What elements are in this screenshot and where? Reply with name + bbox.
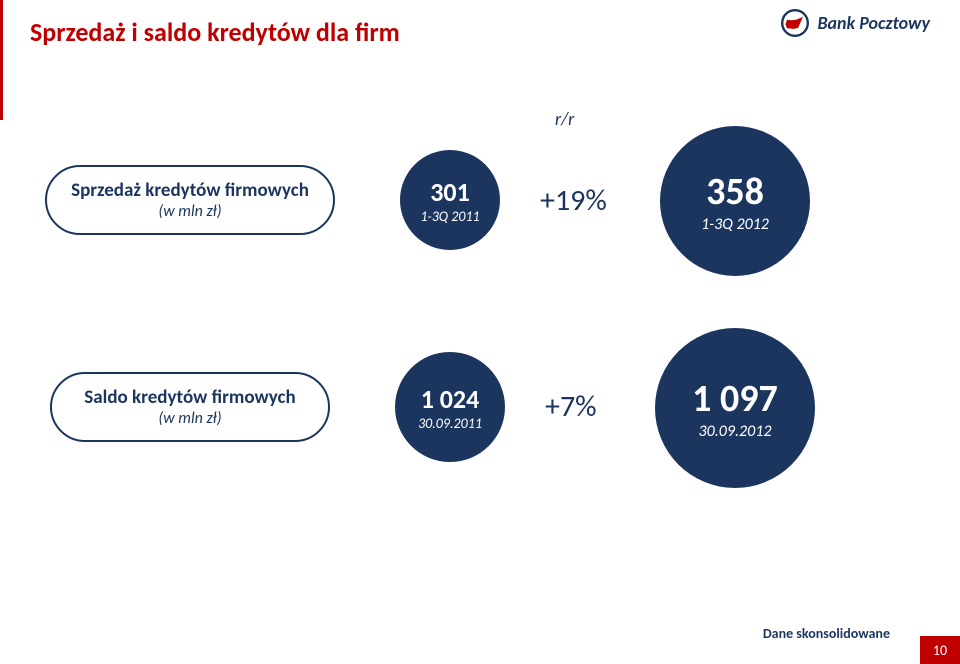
- circle-sprzedaz-2012-sub: 1-3Q 2012: [701, 215, 769, 234]
- circle-saldo-2011-val: 1 024: [421, 383, 480, 415]
- circle-sprzedaz-2012-val: 358: [706, 169, 764, 215]
- circle-saldo-2012-val: 1 097: [692, 376, 778, 422]
- pill-sprzedaz: Sprzedaż kredytów firmowych (w mln zł): [45, 165, 335, 235]
- circle-sprzedaz-2012: 358 1-3Q 2012: [660, 126, 810, 276]
- page-number: 10: [920, 636, 960, 664]
- pill-saldo-sub: (w mln zł): [76, 409, 304, 428]
- delta-saldo: +7%: [545, 388, 597, 425]
- circle-saldo-2011-sub: 30.09.2011: [418, 415, 482, 432]
- circle-saldo-2012: 1 097 30.09.2012: [655, 328, 815, 488]
- circle-sprzedaz-2011-sub: 1-3Q 2011: [420, 208, 479, 225]
- circle-sprzedaz-2011-val: 301: [430, 176, 470, 208]
- horn-icon: [779, 8, 811, 38]
- brand-logo: Bank Pocztowy: [779, 8, 930, 38]
- page-title: Sprzedaż i saldo kredytów dla firm: [30, 16, 400, 48]
- footer-note: Dane skonsolidowane: [763, 625, 890, 642]
- pill-sprzedaz-title: Sprzedaż kredytów firmowych: [71, 179, 309, 202]
- circle-saldo-2011: 1 024 30.09.2011: [395, 352, 505, 462]
- circle-sprzedaz-2011: 301 1-3Q 2011: [400, 150, 500, 250]
- accent-bar: [0, 0, 3, 120]
- delta-sprzedaz: +19%: [540, 182, 607, 219]
- rr-label: r/r: [555, 108, 574, 130]
- pill-sprzedaz-sub: (w mln zł): [71, 202, 309, 221]
- circle-saldo-2012-sub: 30.09.2012: [699, 422, 772, 441]
- pill-saldo: Saldo kredytów firmowych (w mln zł): [50, 372, 330, 442]
- pill-saldo-title: Saldo kredytów firmowych: [76, 386, 304, 409]
- brand-name: Bank Pocztowy: [817, 12, 930, 34]
